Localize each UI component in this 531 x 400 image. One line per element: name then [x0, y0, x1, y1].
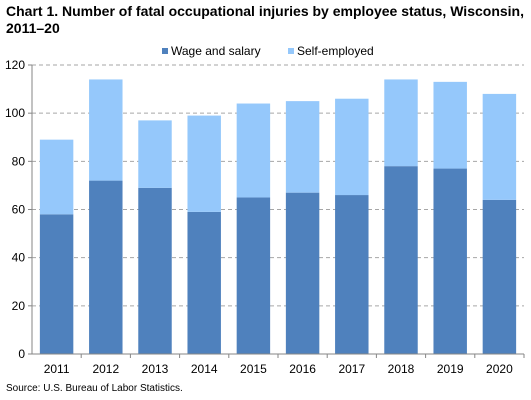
x-tick-label: 2020	[486, 362, 513, 376]
gridlines	[32, 64, 524, 307]
x-tick-label: 2011	[44, 362, 70, 376]
y-tick-label: 40	[12, 251, 26, 265]
legend: Wage and salary Self-employed	[162, 44, 374, 58]
bar-self-employed	[187, 115, 221, 212]
bar-wage-and-salary	[39, 214, 74, 354]
bar-self-employed	[89, 79, 123, 181]
bar-wage-and-salary	[285, 192, 320, 354]
bar-series	[39, 79, 517, 354]
bar-wage-and-salary	[187, 211, 221, 354]
bar-wage-and-salary	[384, 166, 418, 354]
legend-swatch-self-employed	[288, 48, 294, 54]
source-note: Source: U.S. Bureau of Labor Statistics.	[6, 383, 183, 394]
y-tick-label: 60	[12, 203, 26, 217]
bar-self-employed	[335, 98, 369, 196]
bar-wage-and-salary	[138, 187, 172, 354]
bar-self-employed	[236, 103, 271, 198]
x-tick-label: 2017	[338, 362, 365, 376]
bar-wage-and-salary	[236, 197, 271, 354]
x-tick-label: 2014	[191, 362, 218, 376]
x-tick-label: 2013	[142, 362, 169, 376]
x-axis-ticks: 2011 2012 2013 2014 2015 2016 2017 2018 2019 2020	[44, 354, 525, 376]
x-tick-label: 2019	[437, 362, 464, 376]
legend-label-wage-and-salary: Wage and salary	[171, 44, 261, 58]
x-tick-label: 2015	[240, 362, 267, 376]
y-axis-ticks: 0 20 40 60 80 100 120	[5, 58, 32, 361]
bar-self-employed	[285, 101, 320, 193]
y-tick-label: 120	[5, 58, 25, 72]
bar-self-employed	[433, 81, 467, 169]
x-tick-label: 2018	[388, 362, 415, 376]
bar-self-employed	[482, 93, 517, 200]
y-tick-label: 20	[12, 299, 26, 313]
x-tick-label: 2012	[92, 362, 119, 376]
chart-title: Chart 1. Number of fatal occupational in…	[6, 3, 524, 36]
bar-self-employed	[138, 120, 172, 188]
bar-wage-and-salary	[335, 195, 369, 354]
y-tick-label: 0	[18, 347, 25, 361]
bar-self-employed	[39, 139, 74, 215]
bar-self-employed	[384, 79, 418, 167]
legend-swatch-wage-and-salary	[162, 48, 168, 54]
bar-wage-and-salary	[89, 180, 123, 354]
x-tick-label: 2016	[289, 362, 316, 376]
y-tick-label: 80	[12, 154, 26, 168]
bar-wage-and-salary	[482, 199, 517, 354]
bar-wage-and-salary	[433, 168, 467, 354]
y-tick-label: 100	[5, 106, 25, 120]
legend-label-self-employed: Self-employed	[297, 44, 374, 58]
